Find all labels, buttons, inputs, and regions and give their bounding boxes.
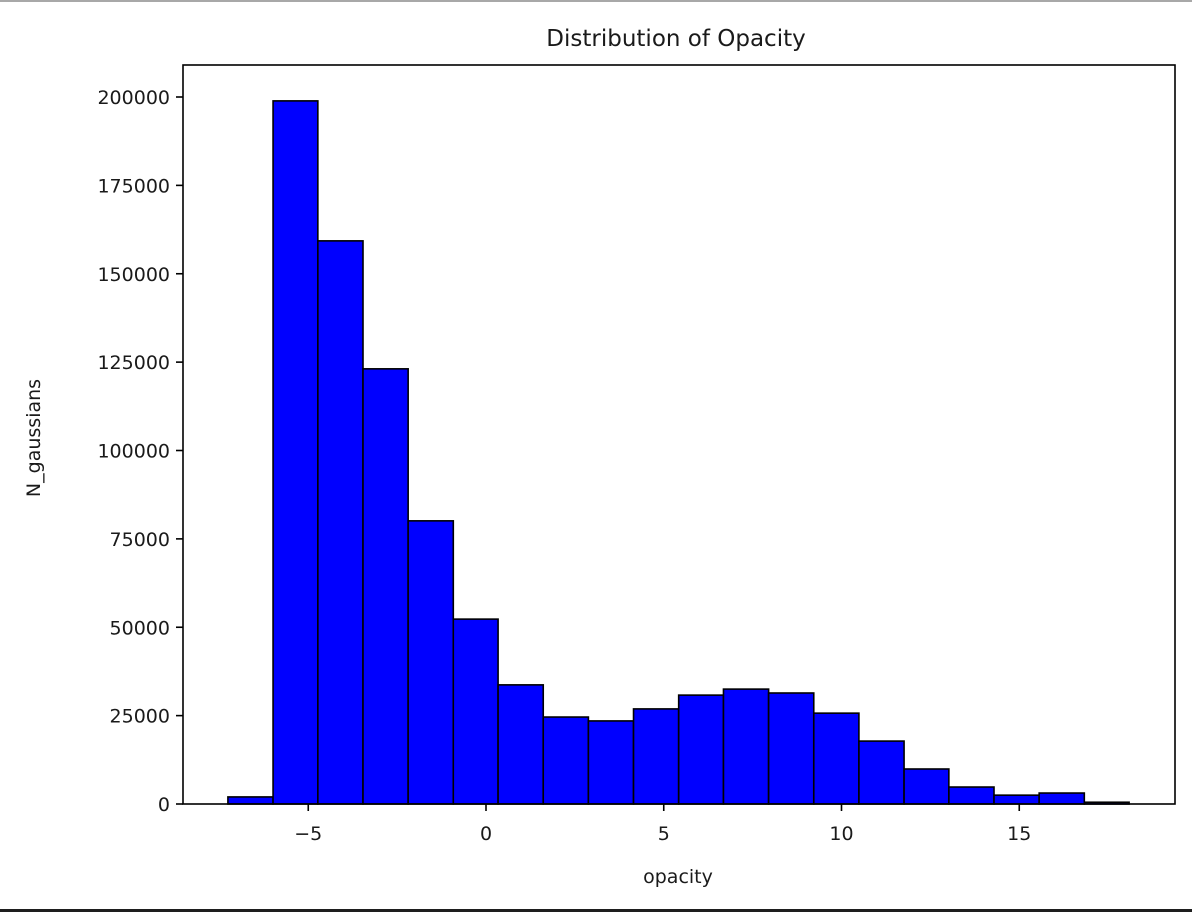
histogram-bar bbox=[677, 694, 725, 805]
x-tick-label: 5 bbox=[658, 823, 670, 845]
histogram-bar bbox=[497, 684, 545, 805]
y-tick-label: 50000 bbox=[110, 617, 170, 639]
y-tick-label: 175000 bbox=[97, 175, 170, 197]
histogram-bar bbox=[993, 794, 1040, 805]
histogram-bar bbox=[767, 692, 815, 805]
y-tick-label: 75000 bbox=[110, 529, 170, 551]
y-axis-ticks: 0 25000 50000 75000 100000 125000 150000 175000… bbox=[97, 87, 183, 816]
histogram-bar bbox=[812, 712, 860, 805]
x-axis-ticks: −5 0 5 10 15 bbox=[294, 804, 1031, 845]
x-tick-label: 10 bbox=[829, 823, 853, 845]
histogram-bar bbox=[362, 368, 409, 805]
x-tick-label: 0 bbox=[480, 823, 492, 845]
histogram-bar bbox=[587, 720, 635, 805]
plot-frame bbox=[182, 64, 1176, 805]
y-tick-label: 200000 bbox=[97, 87, 170, 109]
x-tick-label: 15 bbox=[1007, 823, 1031, 845]
histogram-bars bbox=[227, 100, 1130, 805]
histogram-bar bbox=[858, 740, 905, 805]
x-axis-label: opacity bbox=[643, 866, 713, 888]
histogram-bar bbox=[542, 716, 590, 805]
x-tick-label: −5 bbox=[294, 823, 322, 845]
histogram-bar bbox=[452, 618, 499, 805]
y-axis-label: N_gaussians bbox=[23, 379, 45, 497]
window-top-border bbox=[0, 0, 1192, 2]
y-tick-label: 150000 bbox=[97, 264, 170, 286]
histogram-bar bbox=[722, 688, 770, 805]
histogram-bar bbox=[272, 100, 319, 805]
histogram-bar bbox=[948, 786, 995, 805]
window-bottom-border bbox=[0, 909, 1192, 912]
y-tick-label: 100000 bbox=[97, 441, 170, 463]
histogram-bar bbox=[632, 708, 680, 805]
histogram-bar bbox=[1038, 792, 1086, 805]
y-tick-label: 0 bbox=[158, 794, 170, 816]
histogram-bar bbox=[317, 240, 364, 805]
histogram-bar bbox=[407, 520, 455, 805]
chart-title: Distribution of Opacity bbox=[546, 26, 805, 52]
histogram-bar bbox=[227, 796, 274, 805]
y-tick-label: 25000 bbox=[110, 706, 170, 728]
histogram-bar bbox=[903, 768, 950, 805]
y-tick-label: 125000 bbox=[97, 352, 170, 374]
